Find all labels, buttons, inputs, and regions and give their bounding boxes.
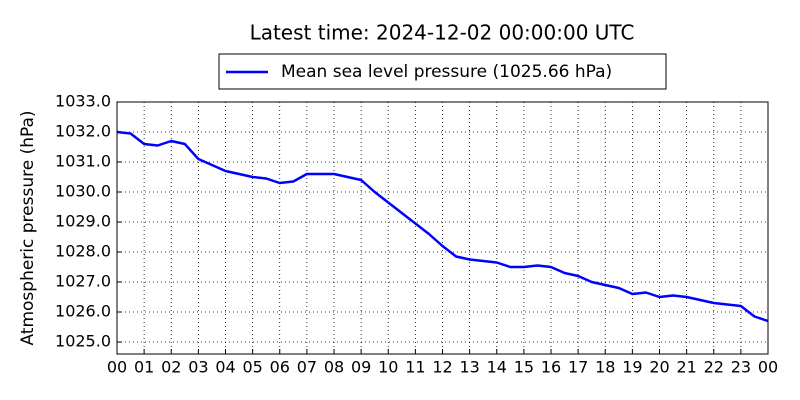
legend-label: Mean sea level pressure (1025.66 hPa) [281,62,612,82]
x-tick-label: 16 [541,358,561,377]
x-tick-label: 05 [242,358,262,377]
y-tick-label: 1028.0 [55,242,111,261]
y-tick-label: 1026.0 [55,302,111,321]
plot-frame [116,101,769,355]
x-tick-label: 21 [676,358,696,377]
x-tick-label: 08 [324,358,344,377]
x-tick-label: 00 [758,358,778,377]
y-axis-label: Atmospheric pressure (hPa) [18,110,38,345]
legend-box [218,53,667,90]
x-tick-label: 10 [378,358,398,377]
x-tick-label: 02 [161,358,181,377]
x-tick-label: 11 [405,358,425,377]
y-tick-label: 1029.0 [55,212,111,231]
y-tick-label: 1033.0 [55,92,111,111]
x-tick-label: 14 [487,358,507,377]
y-tick-label: 1027.0 [55,272,111,291]
x-tick-label: 23 [731,358,751,377]
x-tick-label: 06 [270,358,290,377]
x-tick-label: 18 [595,358,615,377]
chart-title: Latest time: 2024-12-02 00:00:00 UTC [250,21,635,45]
x-tick-label: 00 [107,358,127,377]
x-tick-label: 09 [351,358,371,377]
y-tick-label: 1025.0 [55,332,111,351]
y-tick-label: 1031.0 [55,152,111,171]
x-tick-label: 19 [622,358,642,377]
y-tick-label: 1030.0 [55,182,111,201]
x-tick-label: 07 [297,358,317,377]
x-tick-label: 20 [649,358,669,377]
x-tick-label: 13 [459,358,479,377]
x-tick-label: 22 [704,358,724,377]
x-tick-label: 04 [215,358,235,377]
x-tick-label: 17 [568,358,588,377]
y-tick-label: 1032.0 [55,122,111,141]
x-tick-label: 03 [188,358,208,377]
legend: Mean sea level pressure (1025.66 hPa) [218,53,667,90]
x-tick-label: 12 [432,358,452,377]
x-tick-label: 01 [134,358,154,377]
data-line [116,130,769,323]
x-tick-label: 15 [514,358,534,377]
